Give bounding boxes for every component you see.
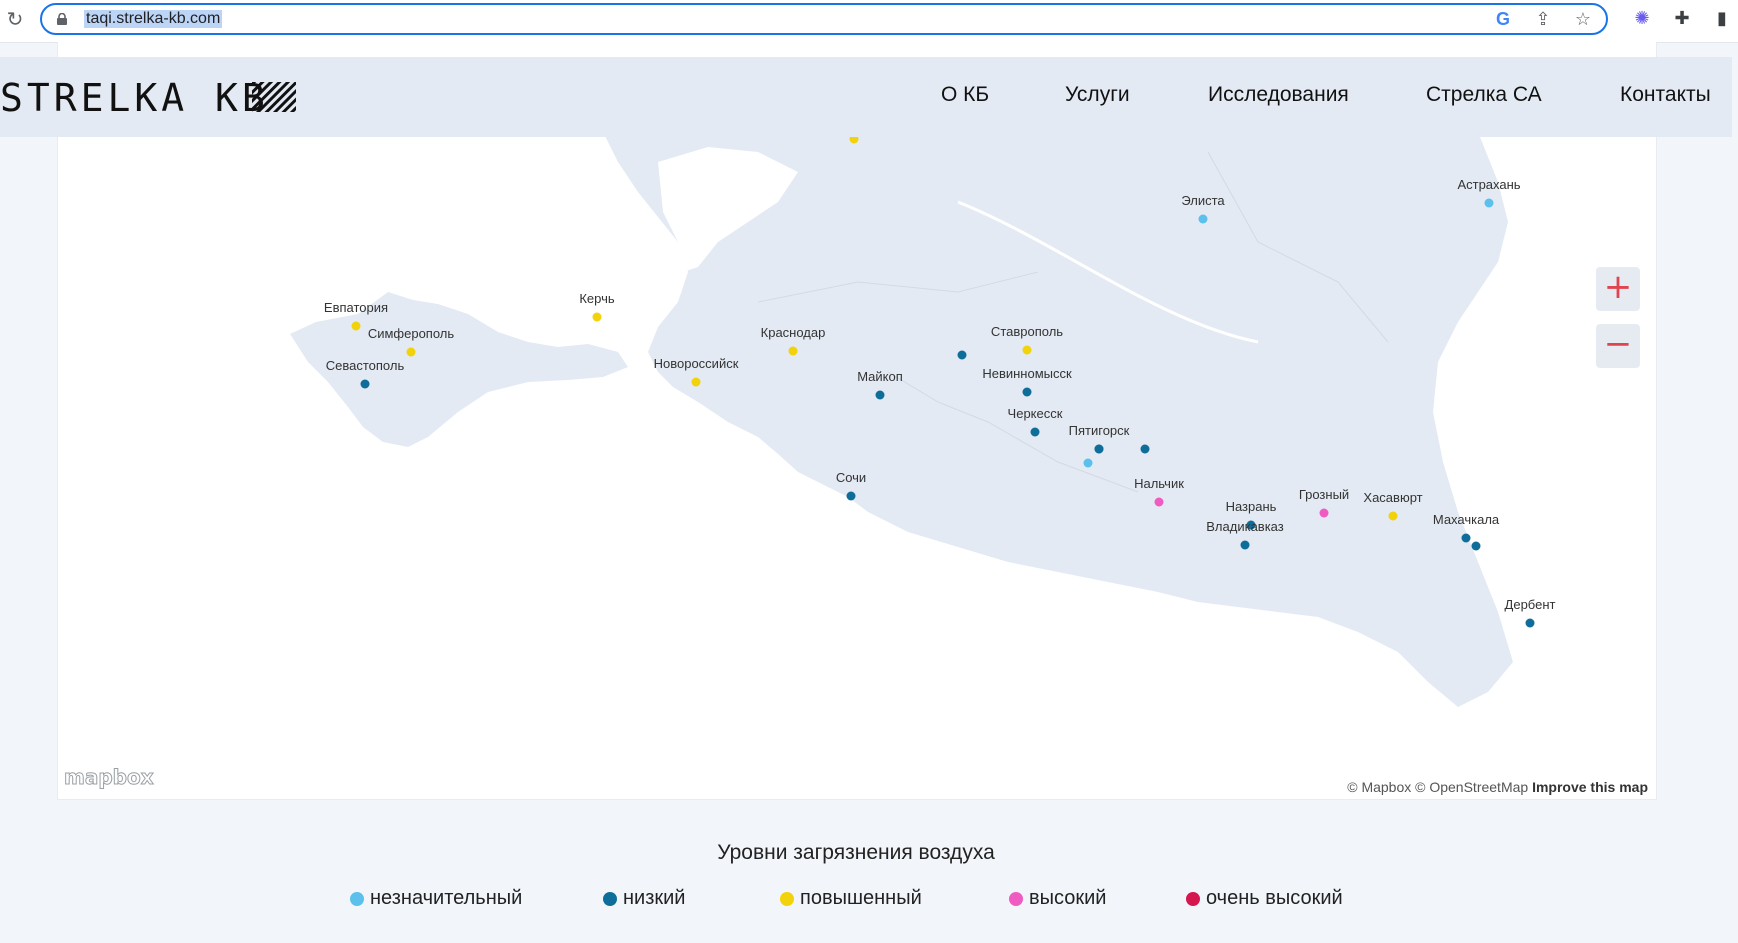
city-marker[interactable]	[406, 347, 416, 357]
city-label: Пятигорск	[1068, 423, 1130, 438]
city-marker[interactable]	[1140, 444, 1150, 454]
site-logo[interactable]: STRELKA KB	[0, 76, 269, 120]
lock-icon	[57, 13, 67, 25]
city-label: Новороссийск	[653, 356, 739, 371]
legend-dot	[780, 891, 794, 906]
legend-title: Уровни загрязнения воздуха	[717, 841, 995, 864]
legend-label: очень высокий	[1206, 887, 1343, 909]
city-label: Владикавказ	[1206, 519, 1284, 534]
city-marker[interactable]	[849, 134, 859, 144]
nav-about[interactable]: О КБ	[941, 83, 990, 106]
city-label: Ставрополь	[990, 324, 1064, 339]
air-quality-map[interactable]: Евпатория Симферополь Севастополь Керчь Крас…	[57, 42, 1657, 800]
city-marker[interactable]	[875, 390, 885, 400]
site-header: STRELKA KB О КБ Услуги Исследования Стре…	[0, 57, 1732, 137]
city-marker[interactable]	[1246, 520, 1256, 530]
city-marker[interactable]	[1022, 387, 1032, 397]
city-marker[interactable]	[360, 379, 370, 389]
legend-item: очень высокий	[1186, 887, 1343, 910]
city-label: Черкесск	[1007, 406, 1063, 421]
nav-strelka-ca[interactable]: Стрелка СА	[1426, 83, 1542, 106]
mapbox-logo[interactable]: mapbox	[64, 765, 155, 790]
city-label: Евпатория	[323, 300, 389, 315]
legend-item: незначительный	[350, 887, 522, 910]
city-marker[interactable]	[957, 350, 967, 360]
city-marker[interactable]	[1094, 444, 1104, 454]
attribution-text[interactable]: © Mapbox © OpenStreetMap	[1347, 779, 1529, 795]
city-label: Майкоп	[857, 369, 903, 384]
legend-dot	[603, 891, 617, 906]
share-icon[interactable]: ⇪	[1535, 9, 1551, 30]
city-label: Симферополь	[367, 326, 455, 341]
city-marker[interactable]	[1022, 345, 1032, 355]
city-marker[interactable]	[788, 346, 798, 356]
city-marker[interactable]	[691, 377, 701, 387]
city-label: Невинномысск	[982, 366, 1072, 381]
city-label: Сочи	[835, 470, 867, 485]
legend-label: высокий	[1029, 887, 1107, 909]
legend-item: низкий	[603, 887, 685, 910]
map-landmass	[290, 62, 1656, 799]
city-label: Хасавюрт	[1363, 490, 1423, 505]
city-marker[interactable]	[1154, 497, 1164, 507]
bookmark-star-icon[interactable]: ☆	[1574, 9, 1592, 30]
address-bar[interactable]: taqi.strelka-kb.com G ⇪ ☆	[40, 3, 1608, 35]
nav-services[interactable]: Услуги	[1065, 83, 1130, 106]
city-marker[interactable]	[1319, 508, 1329, 518]
legend-label: низкий	[623, 887, 686, 909]
city-label: Грозный	[1298, 487, 1350, 502]
city-label: Элиста	[1181, 193, 1225, 208]
legend-item: повышенный	[780, 887, 922, 910]
side-panel-icon[interactable]: ▮	[1717, 8, 1727, 29]
legend-dot	[350, 891, 364, 906]
city-label: Керчь	[579, 291, 615, 306]
city-marker[interactable]	[1461, 533, 1471, 543]
zoom-out-button[interactable]: −	[1596, 324, 1640, 368]
legend-label: незначительный	[370, 887, 523, 909]
nav-contacts[interactable]: Контакты	[1620, 83, 1711, 106]
city-marker[interactable]	[1388, 511, 1398, 521]
city-label: Севастополь	[325, 358, 405, 373]
zoom-in-button[interactable]: +	[1596, 267, 1640, 311]
extension-icon[interactable]: ✺	[1634, 8, 1650, 29]
improve-map-link[interactable]: Improve this map	[1532, 779, 1648, 795]
city-marker[interactable]	[1525, 618, 1535, 628]
city-label: Нальчик	[1134, 476, 1184, 491]
logo-hatch-icon	[252, 82, 296, 112]
puzzle-icon[interactable]: ✚	[1674, 8, 1690, 29]
city-marker[interactable]	[592, 312, 602, 322]
city-marker[interactable]	[351, 321, 361, 331]
city-marker[interactable]	[1198, 214, 1208, 224]
city-label: Дербент	[1504, 597, 1556, 612]
city-label: Краснодар	[760, 325, 826, 340]
city-marker[interactable]	[1484, 198, 1494, 208]
city-label: Назрань	[1225, 499, 1277, 514]
browser-toolbar: ↻ taqi.strelka-kb.com G ⇪ ☆ ✺ ✚ ▮	[0, 0, 1738, 43]
nav-research[interactable]: Исследования	[1208, 83, 1349, 106]
city-marker[interactable]	[846, 491, 856, 501]
city-marker[interactable]	[1471, 541, 1481, 551]
city-label: Махачкала	[1432, 512, 1500, 527]
city-marker[interactable]	[1083, 458, 1093, 468]
city-marker[interactable]	[1240, 540, 1250, 550]
reload-icon[interactable]: ↻	[6, 7, 24, 31]
legend-item: высокий	[1009, 887, 1106, 910]
legend-dot	[1009, 891, 1023, 906]
city-marker[interactable]	[1030, 427, 1040, 437]
map-attribution: © Mapbox © OpenStreetMap Improve this ma…	[1345, 778, 1650, 796]
legend-dot	[1186, 891, 1200, 906]
url-text[interactable]: taqi.strelka-kb.com	[84, 10, 223, 28]
google-icon[interactable]: G	[1495, 9, 1510, 29]
legend-label: повышенный	[800, 887, 922, 909]
city-label: Астрахань	[1457, 177, 1521, 192]
